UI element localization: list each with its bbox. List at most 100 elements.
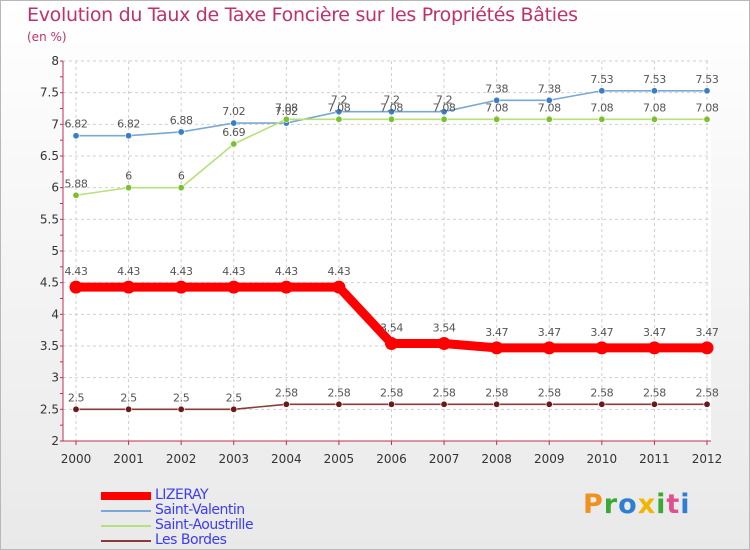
data-label-saint-aoustrille: 7.08: [327, 101, 350, 114]
data-label-les-bordes: 2.5: [226, 391, 243, 404]
data-label-les-bordes: 2.58: [327, 386, 350, 399]
data-label-saint-valentin: 6.88: [170, 114, 193, 127]
data-label-lizeray: 4.43: [275, 265, 298, 278]
data-point-les-bordes: [230, 405, 238, 413]
data-label-lizeray: 3.47: [643, 326, 666, 339]
data-point-saint-aoustrille: [177, 184, 185, 192]
data-label-les-bordes: 2.58: [380, 386, 403, 399]
data-label-lizeray: 4.43: [170, 265, 193, 278]
y-tick-label: 7: [51, 117, 59, 131]
data-label-lizeray: 3.47: [590, 326, 613, 339]
data-point-saint-aoustrille: [387, 115, 395, 123]
x-tick-label: 2008: [481, 452, 512, 466]
y-tick-label: 8: [51, 54, 59, 68]
data-label-les-bordes: 2.58: [643, 386, 666, 399]
data-label-saint-valentin: 7.53: [590, 73, 613, 86]
chart-subtitle: (en %): [27, 30, 67, 44]
data-point-saint-valentin: [440, 108, 448, 116]
data-label-les-bordes: 2.5: [120, 391, 137, 404]
data-label-lizeray: 3.47: [485, 326, 508, 339]
data-label-saint-valentin: 6.82: [65, 118, 88, 131]
data-label-saint-valentin: 7.2: [383, 94, 399, 107]
data-point-les-bordes: [125, 405, 133, 413]
legend-label-saint-aoustrille: Saint-Aoustrille: [155, 517, 254, 533]
data-label-saint-valentin: 7.2: [436, 94, 452, 107]
x-tick-label: 2003: [218, 452, 249, 466]
data-label-saint-aoustrille: 5.88: [65, 177, 88, 190]
legend-label-les-bordes: Les Bordes: [155, 532, 227, 548]
x-tick-label: 2010: [587, 452, 618, 466]
data-label-saint-valentin: 7.02: [275, 105, 298, 118]
y-tick-label: 6: [51, 181, 59, 195]
data-point-les-bordes: [703, 400, 711, 408]
data-label-les-bordes: 2.5: [173, 391, 190, 404]
data-point-saint-aoustrille: [703, 115, 711, 123]
data-point-saint-aoustrille: [493, 115, 501, 123]
legend-swatch-saint-aoustrille: [101, 524, 151, 527]
data-label-lizeray: 4.43: [222, 265, 245, 278]
legend-swatch-les-bordes: [101, 539, 151, 542]
y-tick-label: 2.5: [40, 402, 59, 416]
data-label-les-bordes: 2.58: [590, 386, 613, 399]
data-label-lizeray: 4.43: [327, 265, 350, 278]
data-label-les-bordes: 2.58: [696, 386, 719, 399]
data-point-lizeray: [490, 341, 504, 355]
y-tick-label: 7.5: [40, 86, 59, 100]
data-point-lizeray: [69, 280, 83, 294]
x-tick-label: 2004: [271, 452, 302, 466]
data-label-saint-aoustrille: 7.08: [485, 101, 508, 114]
data-point-saint-aoustrille: [72, 191, 80, 199]
data-point-les-bordes: [493, 400, 501, 408]
x-tick-label: 2005: [324, 452, 355, 466]
x-tick-label: 2002: [166, 452, 197, 466]
data-point-saint-valentin: [387, 108, 395, 116]
data-point-lizeray: [595, 341, 609, 355]
data-point-les-bordes: [72, 405, 80, 413]
data-point-lizeray: [332, 280, 346, 294]
data-point-les-bordes: [650, 400, 658, 408]
y-tick-label: 5.5: [40, 212, 59, 226]
x-tick-label: 2011: [639, 452, 670, 466]
legend-swatch-saint-valentin: [101, 509, 151, 512]
data-point-les-bordes: [387, 400, 395, 408]
data-label-saint-aoustrille: 7.08: [433, 101, 456, 114]
data-label-saint-aoustrille: 6.69: [222, 126, 245, 139]
data-point-saint-valentin: [703, 87, 711, 95]
data-label-lizeray: 4.43: [117, 265, 140, 278]
x-tick-label: 2001: [113, 452, 144, 466]
data-point-lizeray: [647, 341, 661, 355]
y-tick-label: 6.5: [40, 149, 59, 163]
y-tick-label: 4.5: [40, 276, 59, 290]
legend-item-saint-valentin: Saint-Valentin: [101, 503, 253, 518]
data-label-saint-valentin: 7.2: [331, 94, 347, 107]
data-point-saint-valentin: [650, 87, 658, 95]
data-point-les-bordes: [177, 405, 185, 413]
proxiti-logo: Proxiti: [583, 489, 691, 520]
data-label-les-bordes: 2.58: [275, 386, 298, 399]
legend-item-saint-aoustrille: Saint-Aoustrille: [101, 517, 254, 533]
data-point-saint-aoustrille: [125, 184, 133, 192]
y-tick-label: 5: [51, 244, 59, 258]
y-tick-label: 3: [51, 371, 59, 385]
data-point-saint-aoustrille: [440, 115, 448, 123]
data-label-saint-valentin: 7.38: [538, 82, 561, 95]
data-point-lizeray: [542, 341, 556, 355]
data-point-lizeray: [437, 336, 451, 350]
data-label-les-bordes: 2.58: [433, 386, 456, 399]
data-label-saint-aoustrille: 6: [178, 170, 185, 183]
x-tick-label: 2006: [376, 452, 407, 466]
data-point-saint-valentin: [230, 119, 238, 127]
data-point-saint-aoustrille: [650, 115, 658, 123]
data-label-les-bordes: 2.58: [538, 386, 561, 399]
data-point-saint-aoustrille: [545, 115, 553, 123]
data-label-lizeray: 3.54: [433, 321, 456, 334]
data-point-lizeray: [279, 280, 293, 294]
data-point-saint-valentin: [493, 96, 501, 104]
data-point-saint-valentin: [72, 132, 80, 140]
data-point-lizeray: [385, 336, 398, 350]
data-point-lizeray: [174, 280, 188, 294]
data-point-saint-valentin: [545, 96, 553, 104]
legend-item-lizeray: LIZERAY: [101, 488, 253, 503]
